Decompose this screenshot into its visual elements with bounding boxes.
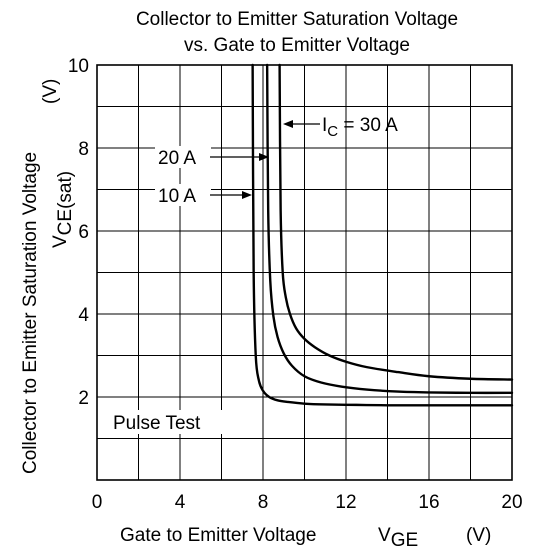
x-axis-symbol-sub: GE	[391, 530, 418, 551]
x-tick-label: 16	[418, 492, 439, 513]
y-tick-label: 2	[78, 388, 89, 409]
y-tick-label: 6	[78, 222, 89, 243]
x-tick-label: 12	[335, 492, 356, 513]
y-axis-symbol-v: V	[50, 235, 71, 248]
arrowhead-10a	[242, 191, 252, 199]
curves	[251, 63, 514, 407]
pulse-test-bg	[108, 410, 234, 434]
chart-title-line1: Collector to Emitter Saturation Voltage	[136, 9, 458, 30]
annotation-10a: 10 A	[155, 184, 252, 207]
label-20a-bg	[155, 146, 211, 168]
ic-symbol: I	[322, 115, 327, 136]
series-line-10a	[251, 63, 514, 407]
label-10a-bg	[155, 184, 211, 206]
y-tick-label: 8	[78, 139, 89, 160]
x-axis-symbol: VGE	[378, 525, 418, 551]
arrowhead-30a	[283, 120, 293, 128]
y-axis-unit: (V)	[40, 79, 61, 104]
x-axis-label: Gate to Emitter Voltage	[120, 525, 316, 546]
y-tick-label: 4	[78, 305, 89, 326]
annotation-30a: IC = 30 A	[283, 115, 398, 140]
annotation-20a-text: 20 A	[158, 148, 196, 169]
ic-subscript: C	[327, 123, 338, 140]
y-axis-symbol: VCE(sat)	[50, 171, 76, 248]
ic-value: = 30 A	[338, 115, 398, 136]
x-axis-symbol-v: V	[378, 525, 391, 546]
y-axis-label: Collector to Emitter Saturation Voltage	[20, 152, 41, 474]
pulse-test-note: Pulse Test	[113, 413, 201, 434]
grid	[97, 65, 512, 480]
chart-title-line2: vs. Gate to Emitter Voltage	[184, 35, 410, 56]
annotation-30a-text: IC = 30 A	[322, 115, 398, 140]
annotation-20a: 20 A	[155, 146, 269, 169]
series-line-30a	[278, 63, 514, 381]
annotation-10a-text: 10 A	[158, 186, 196, 207]
x-axis-unit: (V)	[466, 525, 491, 546]
x-tick-label: 0	[92, 492, 103, 513]
y-axis-symbol-sub: CE(sat)	[55, 171, 76, 235]
x-tick-label: 20	[501, 492, 522, 513]
x-tick-label: 4	[175, 492, 186, 513]
arrowhead-20a	[259, 153, 269, 161]
series-line-20a	[265, 63, 514, 395]
y-tick-label: 10	[68, 56, 89, 77]
plot-frame	[96, 64, 513, 481]
x-tick-label: 8	[258, 492, 269, 513]
